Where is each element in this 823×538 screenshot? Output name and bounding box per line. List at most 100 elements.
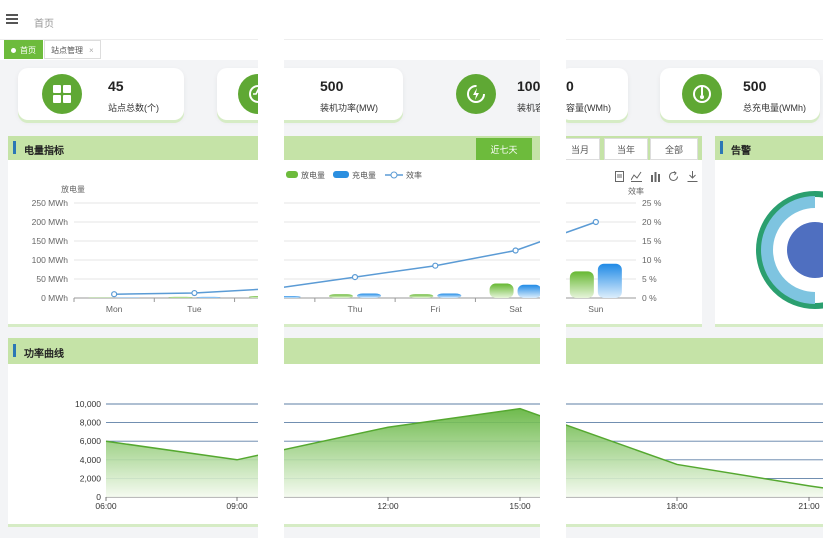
stat-value: 45	[108, 78, 124, 94]
efficiency-point	[592, 218, 599, 226]
power-panel-title: 功率曲线	[24, 349, 64, 360]
alarm-panel-title: 告警	[731, 146, 751, 157]
y2-tick-label: 10 %	[642, 255, 662, 265]
legend-discharge[interactable]: 放电量	[301, 171, 325, 180]
separator	[540, 0, 566, 538]
power-chart: 10,000 8,000 6,000 4,000 2,000 006:00 09:00 12:…	[75, 399, 823, 511]
range-month[interactable]: 当月	[560, 138, 600, 160]
y-tick-label: 8,000	[80, 418, 102, 428]
title-accent	[13, 344, 16, 357]
close-icon[interactable]: ×	[89, 46, 94, 55]
y2-tick-label: 15 %	[642, 236, 662, 246]
y2-tick-label: 0 %	[642, 293, 657, 303]
stat-value: 500	[743, 78, 767, 94]
x-tick-label: 06:00	[95, 501, 117, 511]
x-tick-label: Sat	[509, 304, 522, 314]
bar-charge	[357, 293, 381, 298]
bar-discharge	[569, 271, 594, 298]
menu-toggle-icon[interactable]	[6, 14, 18, 24]
line-chart-icon[interactable]	[631, 171, 642, 182]
bar-discharge	[489, 283, 514, 298]
title-accent	[720, 141, 723, 154]
range-year[interactable]: 当年	[604, 138, 648, 160]
stat-label: 总充电量(WMh)	[743, 103, 806, 113]
tab-label: 首页	[20, 46, 36, 55]
bar-charge	[597, 263, 622, 298]
power-panel-header	[8, 338, 823, 364]
stat-label: 装机容	[517, 103, 545, 113]
x-tick-label: Mon	[106, 304, 123, 314]
alarm-donut[interactable]	[715, 180, 823, 320]
bar-charge	[517, 284, 542, 298]
legend-efficiency[interactable]: 效率	[406, 171, 422, 180]
y-tick-label: 0	[96, 492, 101, 502]
active-dot-icon	[11, 48, 16, 54]
x-tick-label: 12:00	[377, 501, 399, 511]
energy-panel-title: 电量指标	[24, 146, 64, 157]
tabs-bar	[0, 40, 823, 60]
x-tick-label: Thu	[348, 304, 363, 314]
efficiency-point	[432, 262, 439, 269]
power-area	[106, 408, 823, 497]
y-tick-label: 0 MWh	[41, 293, 68, 303]
efficiency-line[interactable]	[114, 221, 597, 295]
efficiency-point	[191, 289, 198, 297]
x-tick-label: Tue	[187, 304, 202, 314]
efficiency-point	[351, 273, 359, 281]
range-all[interactable]: 全部	[650, 138, 698, 160]
x-tick-label: 15:00	[509, 501, 531, 511]
stat-label: 装机功率(MW)	[320, 103, 378, 113]
x-tick-label: Fri	[430, 304, 440, 314]
bar-charge	[196, 296, 221, 298]
y-tick-label: 200 MWh	[32, 217, 69, 227]
x-tick-label: 09:00	[226, 501, 248, 511]
y-tick-label: 4,000	[80, 455, 102, 465]
grid-icon	[42, 74, 82, 114]
y-tick-label: 100 MWh	[32, 255, 69, 265]
data-view-icon[interactable]	[614, 171, 625, 182]
y-tick-label: 50 MWh	[36, 274, 68, 284]
separator	[258, 0, 284, 538]
bar-charge	[437, 293, 462, 298]
download-icon[interactable]	[687, 171, 698, 182]
alarm-panel-header	[715, 136, 823, 160]
y-tick-label: 10,000	[75, 399, 101, 409]
refresh-icon[interactable]	[668, 171, 679, 182]
y2-tick-label: 20 %	[642, 217, 662, 227]
stat-card-capacity	[560, 68, 628, 120]
x-tick-label: 21:00	[798, 501, 820, 511]
y2-tick-label: 5 %	[642, 274, 657, 284]
charge-icon	[682, 74, 722, 114]
x-tick-label: Sun	[588, 304, 603, 314]
legend-charge-swatch[interactable]	[333, 171, 349, 178]
efficiency-point	[111, 291, 118, 298]
title-accent	[13, 141, 16, 154]
top-bar	[0, 0, 823, 40]
stat-value: 500	[320, 78, 344, 94]
stat-value: 100	[517, 78, 541, 94]
legend-efficiency-swatch[interactable]	[385, 170, 403, 180]
legend-charge[interactable]: 充电量	[352, 171, 376, 180]
bar-discharge	[409, 294, 434, 298]
range-7-days[interactable]: 近七天	[476, 138, 532, 160]
y-tick-label: 6,000	[80, 436, 102, 446]
stat-value: 0	[566, 78, 574, 94]
x-tick-label: 18:00	[666, 501, 688, 511]
bar-discharge	[168, 296, 193, 298]
tab-label: 站点管理	[51, 46, 83, 55]
y-tick-label: 2,000	[80, 473, 102, 483]
battery-icon	[456, 74, 496, 114]
breadcrumb[interactable]: 首页	[34, 19, 54, 30]
tab-site-management[interactable]: 站点管理 ×	[44, 40, 101, 59]
power-line	[105, 407, 823, 489]
y-tick-label: 150 MWh	[32, 236, 69, 246]
y-axis-name: 放电量	[61, 184, 85, 194]
energy-chart: 250 MWh 200 MWh 150 MWh 100 MWh 50 MWh 0 MWh 2…	[32, 184, 662, 314]
y-tick-label: 250 MWh	[32, 198, 69, 208]
legend-discharge-swatch[interactable]	[286, 171, 298, 178]
stat-label: 容量(WMh)	[566, 103, 611, 113]
bar-chart-icon[interactable]	[650, 171, 661, 182]
efficiency-point	[512, 247, 519, 254]
tab-home[interactable]: 首页	[4, 40, 43, 59]
stat-label: 站点总数(个)	[108, 103, 159, 113]
